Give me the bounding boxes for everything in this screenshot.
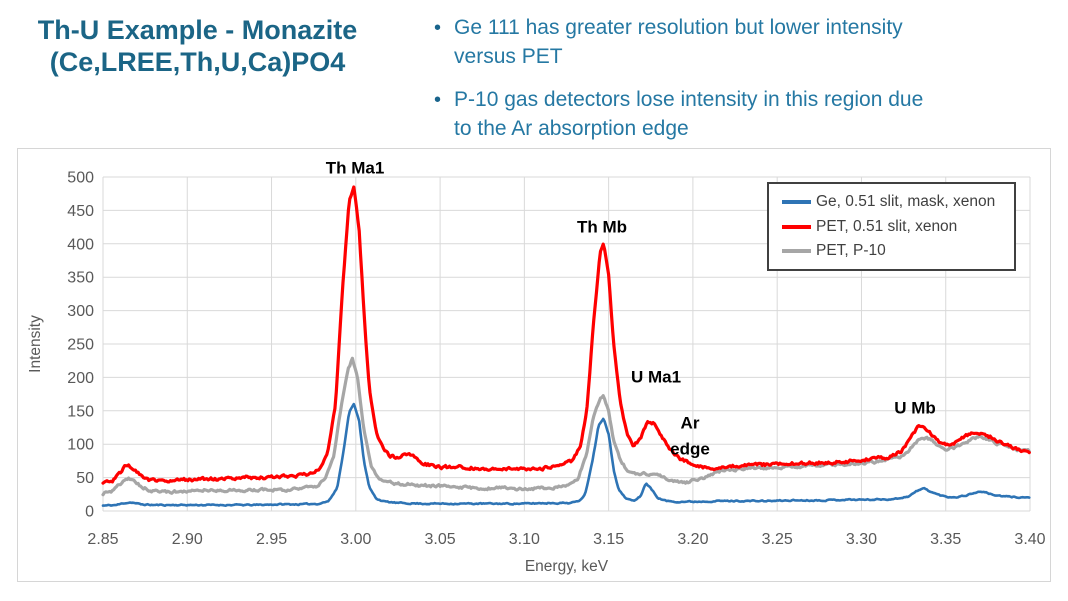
y-tick-label: 0	[85, 504, 94, 521]
y-tick-label: 400	[67, 236, 94, 253]
x-tick-label: 3.10	[509, 531, 540, 548]
list-item: • Ge 111 has greater resolution but lowe…	[434, 14, 1058, 71]
y-tick-label: 450	[67, 203, 94, 220]
y-tick-label: 250	[67, 337, 94, 354]
peak-annotation: U Ma1	[630, 367, 682, 387]
legend-label: PET, 0.51 slit, xenon	[816, 217, 958, 235]
peak-annotation: Th Ma1	[325, 158, 385, 178]
x-tick-label: 3.35	[930, 531, 961, 548]
series-line-0	[101, 402, 1031, 507]
bullet-list: • Ge 111 has greater resolution but lowe…	[434, 14, 1058, 143]
y-tick-label: 200	[67, 370, 94, 387]
legend-item: PET, 0.51 slit, xenon	[782, 218, 1004, 236]
x-tick-label: 3.30	[846, 531, 877, 548]
y-tick-label: 150	[67, 403, 94, 420]
legend-line-swatch	[782, 224, 811, 229]
x-tick-label: 3.20	[677, 531, 708, 548]
legend-item: PET, P-10	[782, 242, 1004, 260]
x-tick-label: 3.05	[425, 531, 456, 548]
y-tick-label: 350	[67, 270, 94, 287]
chart-panel: 0 50 100 150 200 250 300 350 400 450 500 2.85 2.90 2.…	[17, 148, 1051, 582]
y-axis-title: Intensity	[27, 315, 44, 373]
x-tick-label: 3.25	[762, 531, 793, 548]
peak-annotation: Th Mb	[576, 217, 628, 237]
peak-annotation: Ar edge	[670, 413, 710, 459]
page-title-line2: (Ce,LREE,Th,U,Ca)PO4	[49, 47, 346, 78]
y-tick-label: 100	[67, 437, 94, 454]
legend-item: Ge, 0.51 slit, mask, xenon	[782, 193, 1004, 211]
x-tick-label: 3.40	[1014, 531, 1045, 548]
legend-line-swatch	[782, 249, 811, 253]
spectra-chart: 0 50 100 150 200 250 300 350 400 450 500 2.85 2.90 2.…	[27, 170, 1046, 576]
x-tick-label: 2.90	[172, 531, 203, 548]
y-tick-label: 50	[76, 470, 94, 487]
x-tick-label: 2.85	[87, 531, 118, 548]
bullet-text: P-10 gas detectors lose intensity in thi…	[454, 88, 924, 140]
y-tick-label: 300	[67, 303, 94, 320]
list-item: • P-10 gas detectors lose intensity in t…	[434, 86, 1058, 143]
legend-label: PET, P-10	[816, 242, 886, 259]
x-tick-label: 3.00	[340, 531, 371, 548]
bullet-icon: •	[434, 17, 442, 39]
peak-annotation: U Mb	[894, 398, 936, 418]
x-axis-title: Energy, keV	[525, 558, 609, 575]
legend-label: Ge, 0.51 slit, mask, xenon	[816, 193, 996, 210]
page-title-line1: Th-U Example - Monazite	[37, 15, 358, 45]
page-title: Th-U Example - Monazite (Ce,LREE,Th,U,Ca…	[0, 14, 395, 79]
y-tick-label: 500	[67, 170, 94, 187]
legend-line-swatch	[782, 200, 811, 204]
x-tick-label: 2.95	[256, 531, 287, 548]
series-line-1	[101, 185, 1031, 485]
series-line-2	[101, 356, 1031, 497]
bullet-text: Ge 111 has greater resolution but lower …	[454, 16, 903, 68]
bullet-icon: •	[434, 89, 442, 112]
legend: Ge, 0.51 slit, mask, xenon PET, 0.51 slit…	[767, 182, 1016, 271]
x-tick-label: 3.15	[593, 531, 624, 548]
